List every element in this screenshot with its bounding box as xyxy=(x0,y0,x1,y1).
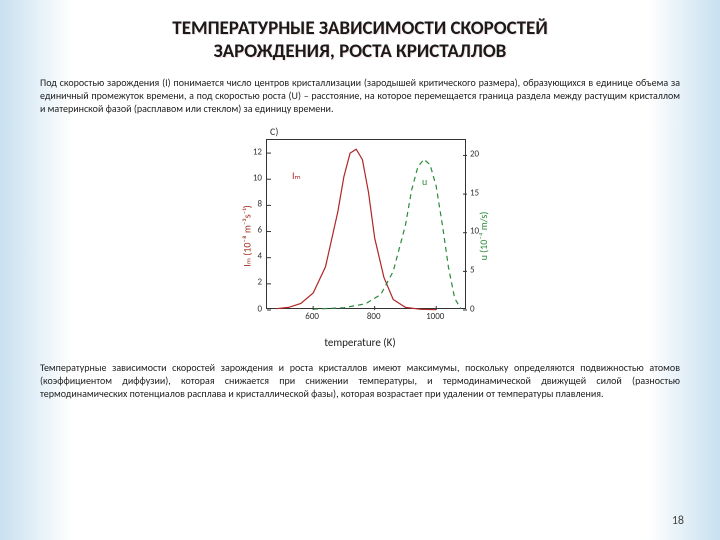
x-tick: 600 xyxy=(305,311,319,322)
slide-title: ТЕМПЕРАТУРНЫЕ ЗАВИСИМОСТИ СКОРОСТЕЙ ЗАРО… xyxy=(40,18,680,64)
yr-tick: 5 xyxy=(470,264,475,275)
plot-area xyxy=(266,139,466,309)
chart-container: C) temperature (K) Iₘ (10⁻⁸ m⁻³s⁻¹) u (1… xyxy=(40,121,680,351)
conclusion-paragraph: Температурные зависимости скоростей заро… xyxy=(40,361,680,400)
series-label-u: u xyxy=(422,175,427,188)
x-axis-label: temperature (K) xyxy=(324,336,395,349)
yl-tick: 6 xyxy=(242,225,262,236)
series-label-im: Iₘ xyxy=(292,169,301,182)
yr-tick: 0 xyxy=(470,303,475,314)
yr-tick: 20 xyxy=(470,149,479,160)
yr-tick: 15 xyxy=(470,187,479,198)
page-number: 18 xyxy=(672,514,684,528)
yl-tick: 8 xyxy=(242,198,262,209)
yl-tick: 10 xyxy=(242,172,262,183)
title-line-2: ЗАРОЖДЕНИЯ, РОСТА КРИСТАЛЛОВ xyxy=(214,40,507,63)
plot-svg xyxy=(267,140,467,310)
yl-tick: 2 xyxy=(242,277,262,288)
title-line-1: ТЕМПЕРАТУРНЫЕ ЗАВИСИМОСТИ СКОРОСТЕЙ xyxy=(172,17,547,40)
x-tick: 1000 xyxy=(426,311,444,322)
yl-tick: 0 xyxy=(242,303,262,314)
chart: C) temperature (K) Iₘ (10⁻⁸ m⁻³s⁻¹) u (1… xyxy=(210,121,510,351)
intro-paragraph: Под скоростью зарождения (I) понимается … xyxy=(40,76,680,115)
panel-label: C) xyxy=(270,125,278,138)
x-tick: 800 xyxy=(367,311,381,322)
yr-tick: 10 xyxy=(470,226,479,237)
series-path xyxy=(313,159,461,309)
yl-tick: 4 xyxy=(242,251,262,262)
yl-tick: 12 xyxy=(242,146,262,157)
